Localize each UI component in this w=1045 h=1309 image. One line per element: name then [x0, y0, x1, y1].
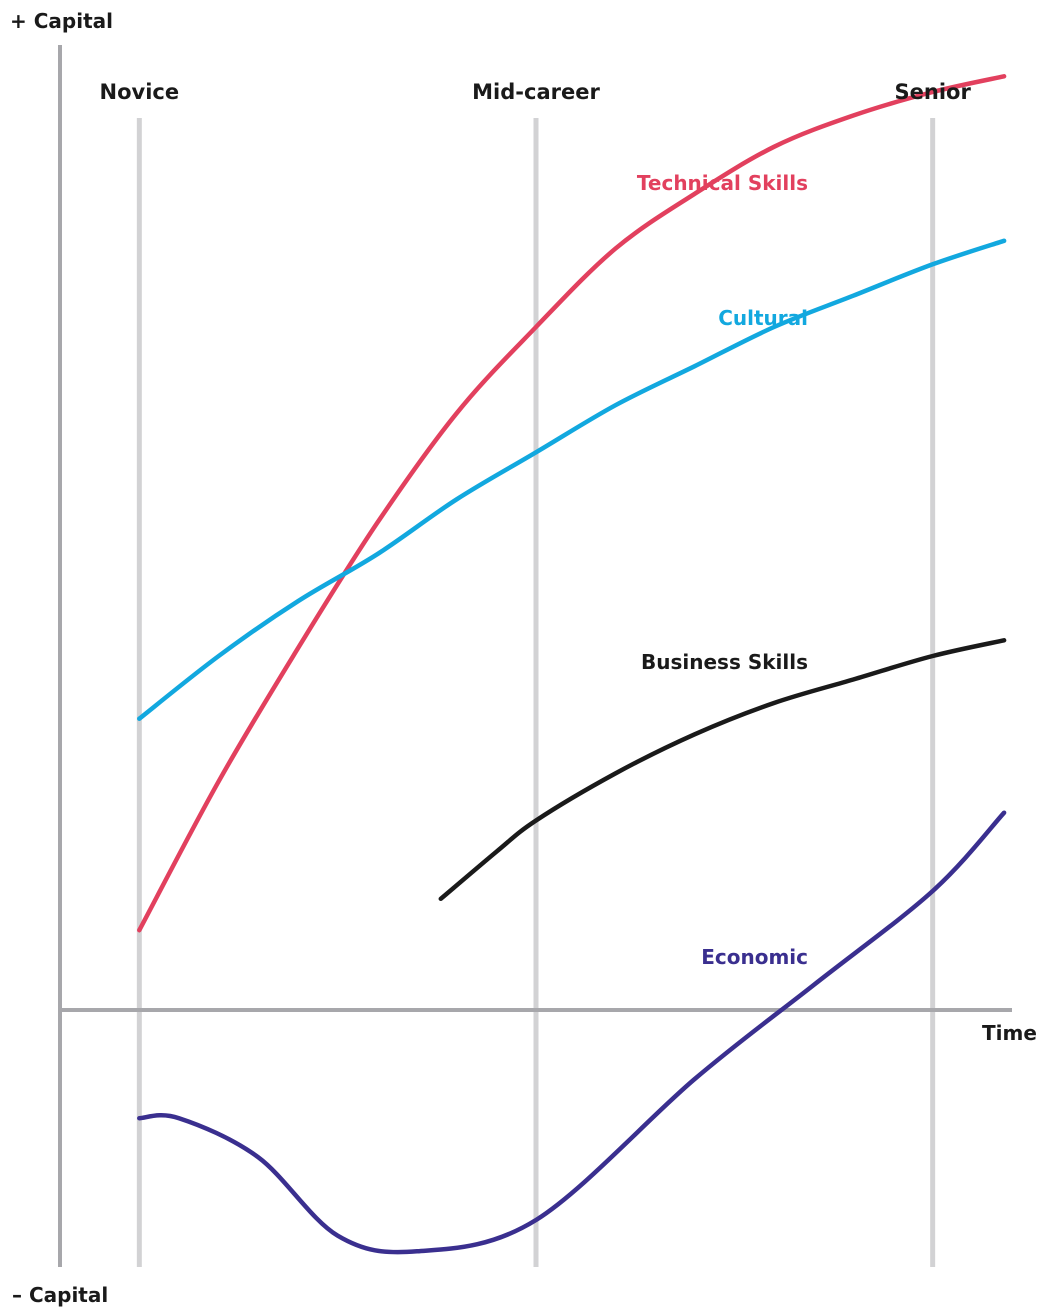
stage-label-novice: Novice [100, 80, 180, 104]
series-label-economic: Economic [701, 945, 808, 969]
series-line-cultural [137, 238, 1007, 721]
chart-text: + Capital – Capital Time Novice Mid-caree… [10, 9, 1037, 1307]
x-axis-label: Time [982, 1021, 1037, 1045]
y-axis-bottom-label: – Capital [12, 1283, 108, 1307]
series-label-cultural: Cultural [718, 306, 808, 330]
stage-label-mid-career: Mid-career [472, 80, 600, 104]
series-line-business-skills [438, 638, 1007, 902]
stage-grid-lines [136, 118, 936, 1267]
axes [58, 45, 1012, 1267]
series-lines [137, 74, 1007, 1255]
series-label-business-skills: Business Skills [641, 650, 808, 674]
series-line-technical-skills [137, 74, 1007, 933]
series-line-economic [137, 810, 1007, 1255]
stage-label-senior: Senior [895, 80, 972, 104]
series-label-technical-skills: Technical Skills [637, 171, 808, 195]
y-axis-top-label: + Capital [10, 9, 113, 33]
